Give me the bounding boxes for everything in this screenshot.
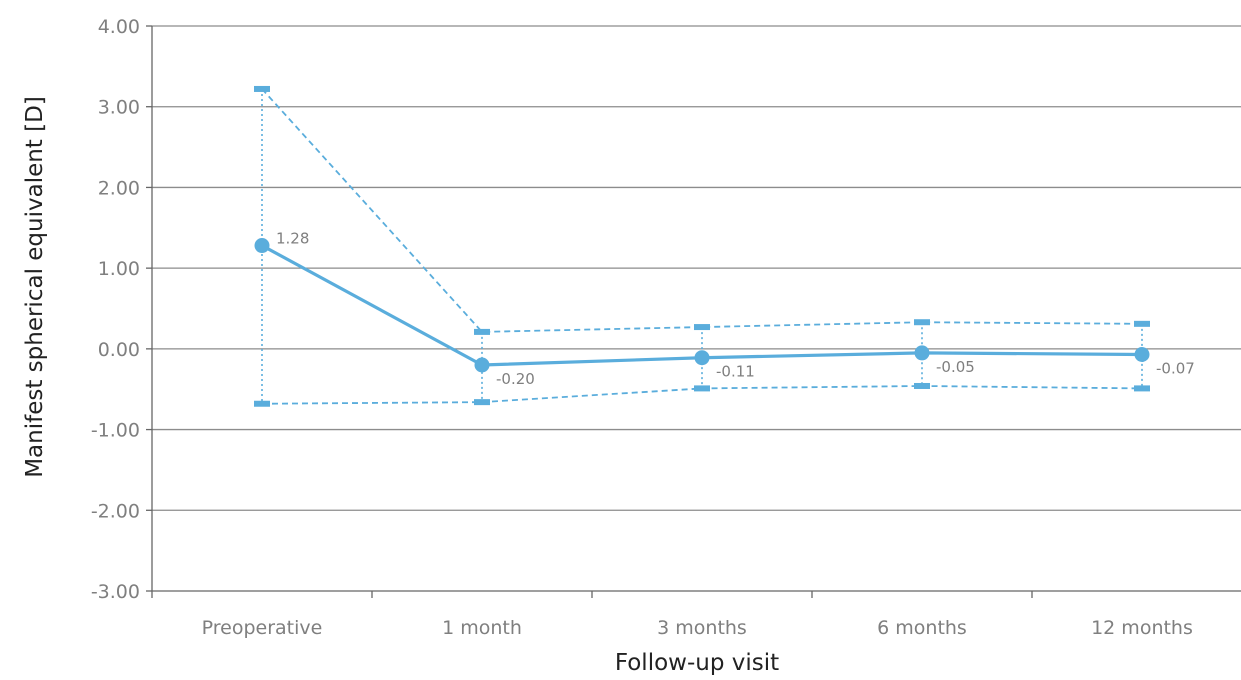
y-axis-title: Manifest spherical equivalent [D] [22, 96, 48, 478]
y-tick-label: 0.00 [98, 339, 140, 361]
y-tick-label: -3.00 [91, 581, 140, 603]
lower-bound-marker [1134, 385, 1150, 392]
y-tick-label: 1.00 [98, 258, 140, 280]
data-point [1134, 347, 1150, 363]
data-point [694, 350, 710, 366]
lower-bound-marker [914, 382, 930, 389]
y-tick-label: 3.00 [98, 97, 140, 119]
y-tick-label: -1.00 [91, 420, 140, 442]
x-tick-labels: Preoperative 1 month 3 months 6 months 12 mo… [202, 617, 1193, 639]
data-point [474, 357, 490, 373]
upper-bound-marker [474, 328, 490, 335]
lower-bound-marker [694, 385, 710, 392]
y-tick-label: 2.00 [98, 177, 140, 199]
y-tick-label: -2.00 [91, 500, 140, 522]
upper-bound-marker [254, 85, 270, 92]
lower-bound-marker [254, 400, 270, 407]
data-label: -0.05 [936, 358, 975, 376]
data-label: -0.07 [1156, 360, 1195, 378]
x-tick-label: 3 months [657, 617, 747, 639]
x-tick-label: 12 months [1091, 617, 1193, 639]
upper-bound-marker [1134, 320, 1150, 327]
data-label: -0.11 [716, 363, 755, 381]
x-tick-label: 1 month [442, 617, 522, 639]
data-point [254, 238, 270, 254]
gridlines [152, 25, 1241, 511]
x-tick-label: Preoperative [202, 617, 323, 639]
x-tick-label: 6 months [877, 617, 967, 639]
data-labels: 1.28 -0.20 -0.11 -0.05 -0.07 [276, 230, 1195, 388]
upper-bound-marker [694, 324, 710, 331]
lower-bound-marker [474, 399, 490, 406]
data-label: 1.28 [276, 230, 309, 248]
data-series [254, 85, 1150, 407]
axes [146, 25, 1241, 598]
y-tick-labels: 4.00 3.00 2.00 1.00 0.00 -1.00 -2.00 -3.00 [91, 16, 140, 603]
upper-bound-line [261, 88, 1143, 333]
y-tick-label: 4.00 [98, 16, 140, 38]
x-axis-title: Follow-up visit [615, 650, 779, 676]
data-label: -0.20 [496, 370, 535, 388]
upper-bound-marker [914, 319, 930, 326]
data-point [914, 345, 930, 361]
